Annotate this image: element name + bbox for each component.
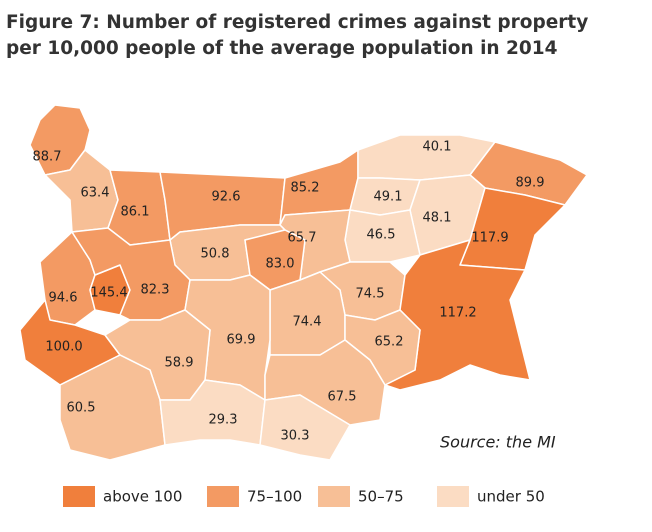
legend: above 100 75–100 50–75 under 50: [63, 486, 545, 507]
region-value: 100.0: [45, 340, 82, 355]
legend-swatch: [63, 486, 95, 507]
region-labels: 88.7 63.4 86.1 92.6 85.2 40.1 89.9 49.1 48.1 46.5…: [33, 140, 545, 444]
region-value: 92.6: [212, 190, 241, 205]
region-value: 117.2: [439, 306, 476, 321]
region: [259, 394, 351, 461]
region-value: 49.1: [374, 190, 403, 205]
region-value: 82.3: [141, 283, 170, 298]
legend-label: under 50: [477, 488, 545, 506]
region-value: 69.9: [227, 333, 256, 348]
region-value: 85.2: [291, 181, 320, 196]
legend-label: 75–100: [247, 488, 302, 506]
region-value: 67.5: [328, 390, 357, 405]
region-value: 65.7: [288, 231, 317, 246]
region-value: 30.3: [281, 429, 310, 444]
region-value: 50.8: [201, 247, 230, 262]
region-value: 63.4: [81, 186, 110, 201]
legend-swatch: [318, 486, 350, 507]
legend-swatch: [437, 486, 469, 507]
legend-swatch: [207, 486, 239, 507]
region-value: 58.9: [165, 356, 194, 371]
regions: [19, 104, 588, 461]
region-value: 74.5: [356, 287, 385, 302]
region-value: 74.4: [293, 315, 322, 330]
region-value: 88.7: [33, 150, 62, 165]
region-value: 40.1: [423, 140, 452, 155]
region-value: 145.4: [90, 286, 127, 301]
region-value: 117.9: [471, 231, 508, 246]
region-value: 83.0: [266, 257, 295, 272]
region-value: 48.1: [423, 211, 452, 226]
title-line: Figure 7: Number of registered crimes ag…: [6, 12, 588, 33]
region-value: 46.5: [367, 228, 396, 243]
source: Source: the MI: [440, 433, 556, 452]
region-value: 65.2: [375, 335, 404, 350]
legend-label: above 100: [103, 488, 182, 506]
region-value: 29.3: [209, 413, 238, 428]
region-value: 60.5: [67, 401, 96, 416]
region-value: 94.6: [49, 291, 78, 306]
title-line: per 10,000 people of the average populat…: [6, 38, 558, 59]
region-value: 89.9: [516, 176, 545, 191]
legend-label: 50–75: [358, 488, 404, 506]
region-value: 86.1: [121, 205, 150, 220]
